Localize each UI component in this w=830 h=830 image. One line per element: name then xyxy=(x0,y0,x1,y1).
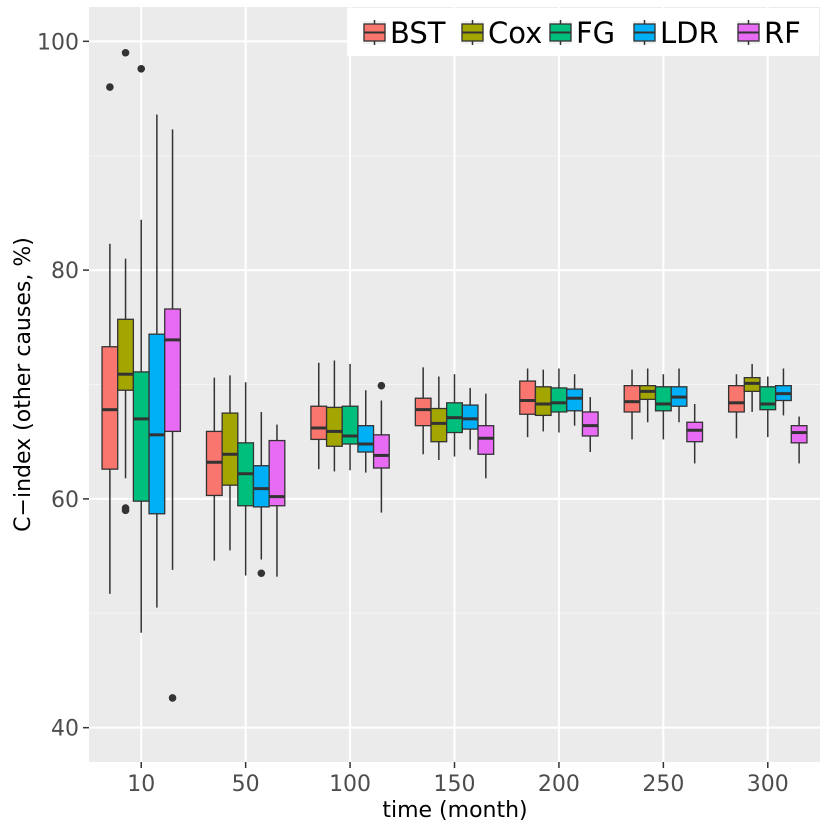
y-tick-label: 80 xyxy=(51,259,79,284)
box-ldr-300 xyxy=(774,368,792,416)
outlier-point xyxy=(377,381,386,390)
box-rf-250 xyxy=(686,403,704,464)
outlier-point xyxy=(106,83,114,91)
box-body xyxy=(519,380,537,415)
box-cox-100 xyxy=(325,360,343,472)
box-body xyxy=(430,407,448,443)
box-ldr-250 xyxy=(670,368,688,423)
box-rf-100 xyxy=(372,381,390,513)
box-rf-150 xyxy=(477,393,495,479)
box-ldr-150 xyxy=(461,387,479,450)
y-axis-title: C−index (other causes, %) xyxy=(11,237,36,532)
box-body xyxy=(686,421,704,443)
box-body xyxy=(477,425,495,455)
x-axis-title: time (month) xyxy=(382,798,527,823)
box-body xyxy=(727,384,745,413)
legend-label: BST xyxy=(390,16,446,50)
box-body xyxy=(132,371,150,502)
box-body xyxy=(325,406,343,447)
x-tick-label: 200 xyxy=(538,772,580,797)
box-rf-10 xyxy=(164,129,182,702)
box-body xyxy=(148,333,166,515)
legend-label: RF xyxy=(764,16,801,50)
box-bst-200 xyxy=(519,368,537,438)
outlier-point xyxy=(168,694,177,702)
box-fg-250 xyxy=(654,374,672,440)
box-cox-150 xyxy=(430,376,448,460)
box-body xyxy=(550,387,568,413)
box-body xyxy=(221,412,239,486)
box-bst-10 xyxy=(101,83,119,594)
box-rf-300 xyxy=(790,416,808,464)
legend-item-fg: FG xyxy=(549,16,615,50)
box-body xyxy=(252,465,270,508)
legend-item-rf: RF xyxy=(737,16,801,50)
box-body xyxy=(461,404,479,430)
x-tick-label: 10 xyxy=(127,772,155,797)
box-bst-300 xyxy=(727,374,745,439)
legend-label: LDR xyxy=(660,16,719,50)
box-body xyxy=(310,405,328,441)
box-body xyxy=(341,405,359,445)
box-body xyxy=(534,386,552,417)
box-body xyxy=(759,386,777,411)
box-fg-10 xyxy=(132,64,150,633)
box-body xyxy=(581,411,599,437)
boxes-layer xyxy=(101,48,808,702)
y-tick-label: 40 xyxy=(51,717,79,742)
box-body xyxy=(790,425,808,444)
box-bst-250 xyxy=(623,369,641,440)
axes-layer: 40 60 80 100 10 50 100 150 200 250 300 xyxy=(37,30,789,797)
box-body xyxy=(654,386,672,412)
legend-label: Cox xyxy=(488,16,542,50)
box-body xyxy=(117,318,135,391)
box-body xyxy=(164,308,182,433)
outlier-point xyxy=(121,48,130,57)
box-body xyxy=(566,388,584,412)
box-cox-200 xyxy=(534,369,552,432)
legend: BST Cox FG LDR RF xyxy=(347,8,819,56)
outlier-point xyxy=(121,506,130,515)
x-tick-label: 50 xyxy=(232,772,260,797)
box-body xyxy=(357,425,375,453)
outlier-point xyxy=(137,64,146,73)
box-ldr-200 xyxy=(566,374,584,426)
legend-item-ldr: LDR xyxy=(633,16,719,50)
box-cox-300 xyxy=(743,363,761,412)
x-tick-label: 300 xyxy=(747,772,789,797)
legend-item-cox: Cox xyxy=(461,16,542,50)
box-bst-150 xyxy=(414,367,432,455)
box-rf-200 xyxy=(581,397,599,452)
box-cox-10 xyxy=(117,48,135,515)
box-body xyxy=(372,434,390,469)
y-tick-label: 100 xyxy=(37,30,79,55)
outlier-point xyxy=(257,569,266,578)
box-body xyxy=(101,346,119,470)
box-body xyxy=(414,397,432,427)
x-tick-label: 250 xyxy=(642,772,684,797)
legend-label: FG xyxy=(576,16,615,50)
box-rf-50 xyxy=(268,424,286,577)
legend-item-bst: BST xyxy=(363,16,446,50)
x-tick-label: 100 xyxy=(329,772,371,797)
box-body xyxy=(268,439,286,507)
box-cox-50 xyxy=(221,375,239,551)
box-ldr-100 xyxy=(357,390,375,473)
x-tick-label: 150 xyxy=(434,772,476,797)
y-tick-label: 60 xyxy=(51,488,79,513)
box-bst-50 xyxy=(205,377,223,561)
box-body xyxy=(623,384,641,413)
